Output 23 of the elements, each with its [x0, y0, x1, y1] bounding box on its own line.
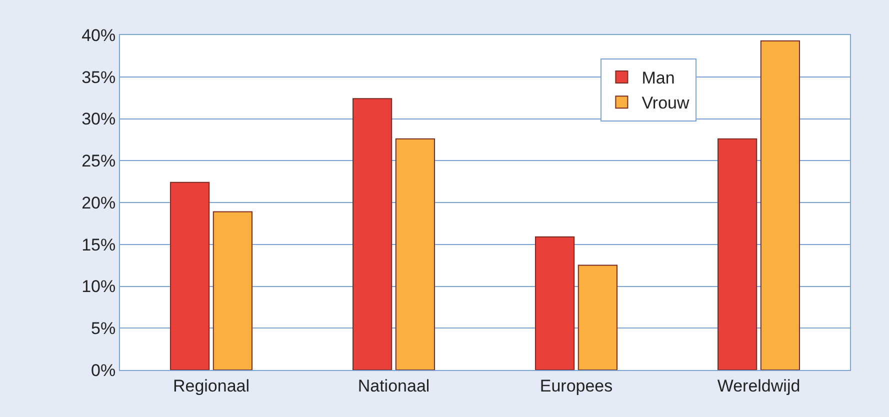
bar [352, 98, 392, 370]
y-tick-label: 20% [82, 193, 116, 212]
y-tick-label: 30% [82, 110, 116, 129]
y-tick-label: 10% [82, 277, 116, 296]
y-tick-label: 0% [91, 360, 116, 380]
bar [760, 40, 800, 370]
x-tick-label: Regionaal [172, 376, 250, 396]
bar [535, 236, 575, 370]
legend-label: Vrouw [642, 94, 690, 113]
y-tick-label: 5% [91, 319, 116, 338]
y-tick-label: 35% [82, 68, 116, 87]
y-tick-label: 40% [82, 26, 116, 45]
y-tick-label: 15% [82, 235, 116, 254]
x-tick-label: Nationaal [358, 376, 430, 396]
bar [170, 182, 210, 370]
x-tick-label: Europees [540, 376, 613, 396]
bar [718, 138, 758, 370]
legend-label: Man [642, 68, 675, 88]
bar [212, 211, 252, 370]
y-tick-label: 25% [82, 152, 116, 171]
bar [395, 138, 435, 370]
bar [578, 264, 618, 370]
x-tick-label: Wereldwijd [717, 376, 800, 396]
